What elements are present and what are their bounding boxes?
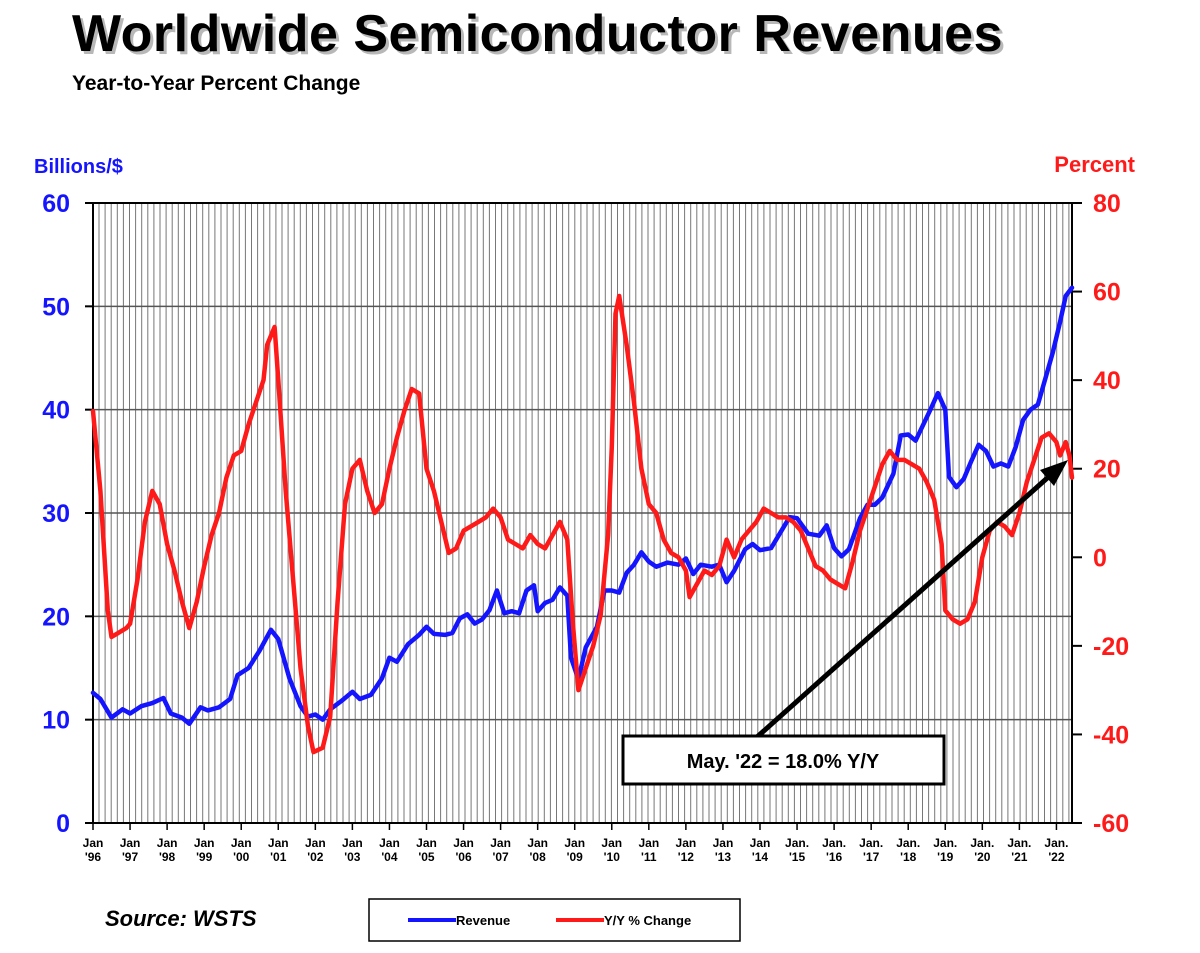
y-right-tick-label: 20 bbox=[1093, 456, 1121, 484]
x-tick-label-month: Jan bbox=[83, 836, 104, 850]
legend-revenue-label: Revenue bbox=[456, 913, 510, 928]
y-left-tick-label: 50 bbox=[42, 293, 70, 321]
x-tick-label-month: Jan bbox=[638, 836, 659, 850]
x-tick-label-year: '12 bbox=[678, 850, 695, 864]
y-right-tick-label: 80 bbox=[1093, 190, 1121, 218]
x-tick-label-year: '01 bbox=[270, 850, 287, 864]
x-tick-label-year: '99 bbox=[196, 850, 213, 864]
x-tick-label-year: '17 bbox=[863, 850, 880, 864]
x-tick-label-month: Jan bbox=[416, 836, 437, 850]
x-tick-label-month: Jan. bbox=[970, 836, 994, 850]
annotation-arrow bbox=[755, 460, 1068, 739]
x-tick-label-year: '09 bbox=[567, 850, 584, 864]
y-right-tick-label: -40 bbox=[1093, 721, 1129, 749]
y-left-axis-label: Billions/$ bbox=[34, 156, 123, 178]
x-tick-label-year: '22 bbox=[1048, 850, 1065, 864]
x-tick-label-month: Jan. bbox=[822, 836, 846, 850]
x-tick-label-month: Jan bbox=[750, 836, 771, 850]
y-right-axis-label: Percent bbox=[1054, 152, 1135, 177]
x-tick-label-year: '21 bbox=[1011, 850, 1028, 864]
x-tick-label-year: '06 bbox=[455, 850, 472, 864]
x-tick-label-month: Jan bbox=[231, 836, 252, 850]
x-tick-label-month: Jan. bbox=[896, 836, 920, 850]
x-tick-label-year: '98 bbox=[159, 850, 176, 864]
x-tick-label-year: '19 bbox=[937, 850, 954, 864]
x-tick-label-month: Jan bbox=[601, 836, 622, 850]
x-tick-label-month: Jan. bbox=[1007, 836, 1031, 850]
y-right-tick-label: 0 bbox=[1093, 544, 1107, 572]
x-tick-label-month: Jan bbox=[453, 836, 474, 850]
x-tick-label-year: '97 bbox=[122, 850, 139, 864]
y-left-tick-label: 60 bbox=[42, 190, 70, 218]
x-tick-label-year: '05 bbox=[418, 850, 435, 864]
yoy-change-line bbox=[90, 293, 1075, 755]
x-tick-label-month: Jan bbox=[564, 836, 585, 850]
y-left-tick-label: 30 bbox=[42, 500, 70, 528]
x-tick-labels: Jan'96Jan'97Jan'98Jan'99Jan'00Jan'01Jan'… bbox=[83, 836, 1069, 864]
annotation-box: May. '22 = 18.0% Y/Y bbox=[621, 734, 946, 786]
x-tick-label-year: '13 bbox=[715, 850, 732, 864]
x-tick-label-month: Jan. bbox=[933, 836, 957, 850]
x-tick-label-month: Jan bbox=[120, 836, 141, 850]
y-right-tick-label: -60 bbox=[1093, 810, 1129, 838]
y-right-tick-labels: -60 -40 -20 0 20 40 60 80 bbox=[1093, 190, 1129, 838]
x-tick-label-year: '14 bbox=[752, 850, 769, 864]
x-tick-label-year: '00 bbox=[233, 850, 250, 864]
x-tick-label-year: '15 bbox=[789, 850, 806, 864]
x-tick-label-month: Jan bbox=[713, 836, 734, 850]
x-tick-label-year: '16 bbox=[826, 850, 843, 864]
y-right-tick-label: 40 bbox=[1093, 367, 1121, 395]
x-tick-label-year: '18 bbox=[900, 850, 917, 864]
x-tick-label-year: '03 bbox=[344, 850, 361, 864]
x-tick-label-month: Jan. bbox=[1044, 836, 1068, 850]
y-right-tick-label: 60 bbox=[1093, 279, 1121, 307]
series-lines bbox=[90, 285, 1075, 755]
x-tick-label-year: '20 bbox=[974, 850, 991, 864]
x-tick-label-month: Jan bbox=[527, 836, 548, 850]
x-tick-label-year: '96 bbox=[85, 850, 102, 864]
x-tick-label-year: '10 bbox=[604, 850, 621, 864]
x-tick-label-month: Jan bbox=[379, 836, 400, 850]
chart-title: Worldwide Semiconductor Revenues bbox=[72, 5, 1004, 63]
y-right-tick-label: -20 bbox=[1093, 633, 1129, 661]
chart-subtitle: Year-to-Year Percent Change bbox=[72, 72, 361, 95]
x-tick-label-month: Jan bbox=[676, 836, 697, 850]
legend: Revenue Y/Y % Change bbox=[368, 898, 741, 942]
grid bbox=[93, 202, 1072, 824]
y-left-tick-label: 10 bbox=[42, 707, 70, 735]
legend-yoy-label: Y/Y % Change bbox=[604, 913, 691, 928]
x-tick-label-month: Jan bbox=[268, 836, 289, 850]
x-tick-label-year: '07 bbox=[493, 850, 510, 864]
y-left-tick-label: 40 bbox=[42, 397, 70, 425]
x-tick-label-year: '04 bbox=[381, 850, 398, 864]
x-tick-label-month: Jan. bbox=[859, 836, 883, 850]
y-left-tick-label: 0 bbox=[56, 810, 70, 838]
x-tick-label-month: Jan bbox=[490, 836, 511, 850]
source-note: Source: WSTS bbox=[105, 906, 257, 931]
x-tick-label-month: Jan bbox=[157, 836, 178, 850]
x-tick-label-year: '08 bbox=[530, 850, 547, 864]
revenue-line bbox=[90, 285, 1075, 727]
y-left-tick-labels: 0 10 20 30 40 50 60 bbox=[42, 190, 70, 838]
annotation-text: May. '22 = 18.0% Y/Y bbox=[687, 751, 880, 773]
x-tick-label-month: Jan bbox=[194, 836, 215, 850]
x-tick-label-month: Jan bbox=[305, 836, 326, 850]
x-tick-label-month: Jan bbox=[342, 836, 363, 850]
x-tick-label-year: '11 bbox=[641, 850, 657, 864]
y-left-tick-label: 20 bbox=[42, 603, 70, 631]
x-tick-label-year: '02 bbox=[307, 850, 324, 864]
x-tick-label-month: Jan. bbox=[785, 836, 809, 850]
